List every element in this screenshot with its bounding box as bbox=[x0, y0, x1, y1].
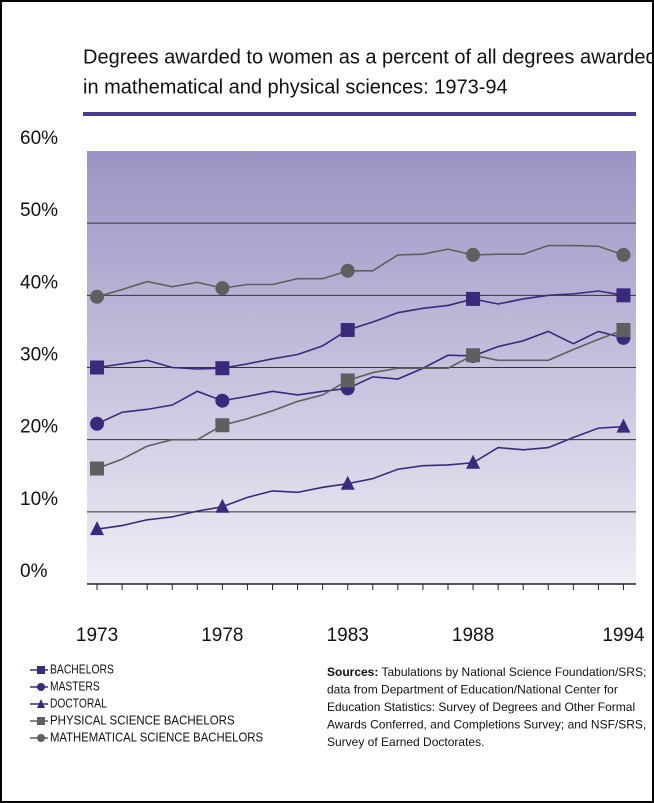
y-tick-label: 40% bbox=[20, 272, 58, 293]
legend-marker bbox=[37, 717, 45, 725]
legend-label: BACHELORS bbox=[50, 662, 114, 676]
legend-label: PHYSICAL SCIENCE BACHELORS bbox=[50, 713, 235, 727]
series-line bbox=[96, 330, 624, 425]
marker bbox=[340, 373, 355, 388]
marker bbox=[466, 348, 481, 363]
x-tick-label: 1994 bbox=[602, 625, 645, 646]
marker bbox=[215, 498, 230, 513]
marker bbox=[340, 322, 355, 337]
y-tick-label: 20% bbox=[20, 417, 58, 438]
series-line bbox=[96, 290, 624, 370]
marker bbox=[90, 416, 105, 431]
chart-title: Degrees awarded to women as a percent of… bbox=[83, 46, 654, 68]
y-tick-label: 0% bbox=[20, 561, 48, 582]
sources-text: data from Department of Education/Nation… bbox=[327, 683, 618, 697]
x-tick-label: 1978 bbox=[201, 625, 243, 646]
sources-text: Tabulations by National Science Foundati… bbox=[378, 665, 646, 679]
marker bbox=[90, 360, 105, 375]
x-tick-label: 1988 bbox=[452, 625, 494, 646]
x-tick-label: 1983 bbox=[327, 625, 369, 646]
sources: Sources: Tabulations by National Science… bbox=[327, 665, 646, 679]
marker bbox=[340, 475, 355, 490]
legend-marker bbox=[37, 683, 45, 691]
sources-text: Survey of Earned Doctorates. bbox=[327, 735, 484, 749]
marker bbox=[215, 281, 230, 296]
y-tick-label: 30% bbox=[20, 345, 58, 366]
marker bbox=[466, 291, 481, 306]
legend-label: MASTERS bbox=[50, 679, 100, 693]
sources-text: Awards Conferred, and Completions Survey… bbox=[327, 718, 646, 732]
y-tick-label: 60% bbox=[20, 128, 58, 149]
y-tick-label: 50% bbox=[20, 200, 58, 221]
marker bbox=[90, 461, 105, 476]
legend-label: DOCTORAL bbox=[50, 696, 107, 710]
legend-label: MATHEMATICAL SCIENCE BACHELORS bbox=[50, 730, 263, 744]
marker bbox=[90, 289, 105, 304]
marker bbox=[616, 418, 631, 433]
legend-marker bbox=[37, 666, 45, 674]
sources-text: Education Statistics: Survey of Degrees … bbox=[327, 700, 635, 714]
marker bbox=[466, 454, 481, 469]
series-line bbox=[96, 244, 624, 298]
chart-title: in mathematical and physical sciences: 1… bbox=[83, 76, 508, 98]
sources-label: Sources: bbox=[327, 665, 378, 679]
series-line bbox=[96, 329, 624, 470]
legend-marker bbox=[37, 734, 45, 742]
title-rule bbox=[83, 112, 636, 116]
legend-marker bbox=[37, 699, 45, 708]
marker bbox=[215, 393, 230, 408]
marker bbox=[616, 322, 631, 337]
marker bbox=[616, 288, 631, 303]
marker bbox=[90, 521, 105, 536]
marker bbox=[215, 418, 230, 433]
series-line bbox=[96, 425, 624, 530]
y-tick-label: 10% bbox=[20, 489, 58, 510]
marker bbox=[616, 247, 631, 262]
x-tick-label: 1973 bbox=[76, 625, 118, 646]
marker bbox=[340, 263, 355, 278]
marker bbox=[466, 247, 481, 262]
marker bbox=[215, 361, 230, 376]
